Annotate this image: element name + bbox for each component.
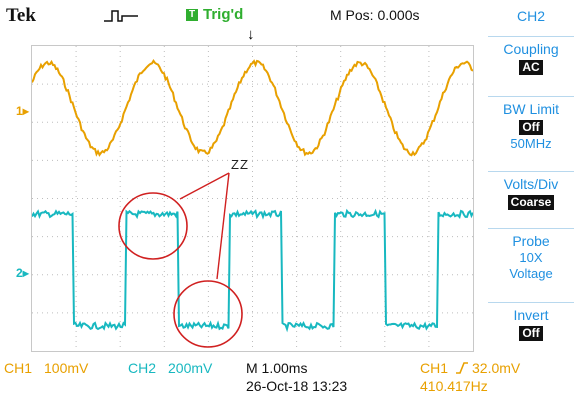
- date-time: 26-Oct-18 13:23: [246, 378, 348, 394]
- annotation-pointer: [216, 172, 230, 280]
- waveform-plot: [32, 46, 473, 351]
- probe-type: Voltage: [509, 266, 553, 281]
- trigger-status: Trig'd: [203, 6, 244, 23]
- probe-menu-button[interactable]: Probe 10X Voltage: [488, 228, 574, 297]
- brand-logo: Tek: [6, 5, 36, 26]
- menu-title: CH2: [516, 8, 545, 24]
- volts-div-label: Volts/Div: [503, 176, 559, 192]
- bw-limit-frequency: 50MHz: [510, 136, 552, 151]
- channel-menu: CH2 Coupling AC BW Limit Off 50MHz Volts…: [484, 0, 578, 401]
- invert-value: Off: [519, 326, 543, 341]
- probe-label: Probe: [512, 233, 550, 249]
- trigger-position-marker-icon: ↓: [247, 26, 255, 43]
- ch2-label: CH2: [128, 360, 157, 376]
- volts-div-value: Coarse: [507, 195, 555, 210]
- frequency-readout: 410.417Hz: [420, 378, 488, 394]
- horizontal-position: M Pos: 0.000s: [330, 7, 420, 23]
- pulse-icon: [104, 10, 138, 22]
- rising-edge-icon: [456, 362, 468, 374]
- coupling-menu-button[interactable]: Coupling AC: [488, 36, 574, 95]
- volts-div-menu-button[interactable]: Volts/Div Coarse: [488, 171, 574, 224]
- bw-limit-value: Off: [519, 120, 543, 135]
- waveform-screen: [31, 45, 474, 352]
- timebase: M 1.00ms: [246, 360, 308, 376]
- ch2-scale: 200mV: [168, 360, 213, 376]
- ch1-waveform: [32, 58, 473, 157]
- ch2-waveform: [32, 208, 473, 333]
- trigger-source: CH1: [420, 360, 449, 376]
- coupling-label: Coupling: [503, 41, 559, 57]
- probe-attenuation: 10X: [519, 250, 543, 265]
- bw-limit-label: BW Limit: [503, 101, 559, 117]
- trigger-level: 32.0mV: [472, 360, 521, 376]
- invert-label: Invert: [513, 307, 549, 323]
- annotation-pointer: [179, 172, 230, 200]
- ch1-label: CH1: [4, 360, 33, 376]
- ch2-ground-marker: 2▸: [16, 266, 29, 280]
- invert-menu-button[interactable]: Invert Off: [488, 302, 574, 351]
- ch1-ground-marker: 1▸: [16, 104, 29, 118]
- coupling-value: AC: [519, 60, 543, 75]
- status-bar-top: Tek T Trig'd M Pos: 0.000s ↓: [0, 0, 478, 42]
- bw-limit-menu-button[interactable]: BW Limit Off 50MHz: [488, 96, 574, 161]
- annotation-text: ZZ: [231, 157, 249, 172]
- status-bar-bottom: CH1 100mV CH2 200mV M 1.00ms 26-Oct-18 1…: [0, 356, 578, 401]
- annotation-circle-high: [118, 192, 188, 260]
- trigger-badge: T: [186, 9, 198, 21]
- annotation-circle-low: [173, 280, 243, 348]
- graticule: [32, 46, 473, 351]
- ch1-scale: 100mV: [44, 360, 89, 376]
